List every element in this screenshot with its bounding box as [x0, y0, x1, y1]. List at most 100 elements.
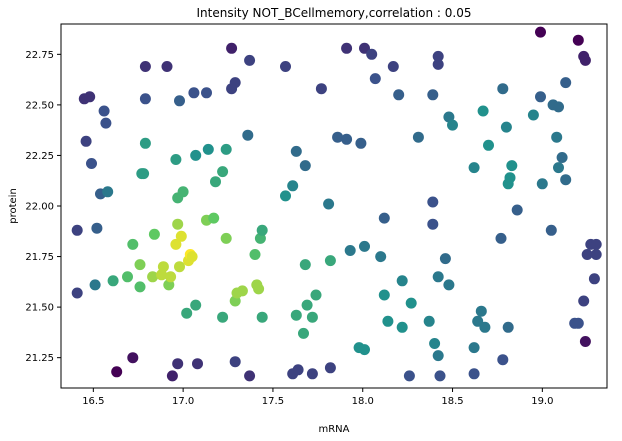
data-point [427, 89, 438, 100]
x-axis-label: mRNA [318, 424, 349, 435]
data-point [300, 160, 311, 171]
data-point [427, 197, 438, 208]
data-point [316, 83, 327, 94]
data-point [293, 364, 304, 375]
data-point [135, 281, 146, 292]
data-point [174, 261, 185, 272]
data-point [100, 118, 111, 129]
data-point [230, 356, 241, 367]
data-point [560, 174, 571, 185]
x-tick-label: 18.0 [352, 396, 374, 407]
data-point [429, 338, 440, 349]
data-point [307, 312, 318, 323]
x-tick-label: 17.5 [262, 396, 284, 407]
data-point [503, 322, 514, 333]
data-point [190, 300, 201, 311]
data-point [72, 225, 83, 236]
data-point [537, 178, 548, 189]
data-point [497, 354, 508, 365]
data-point [469, 368, 480, 379]
data-point [237, 285, 248, 296]
data-point [397, 275, 408, 286]
data-point [551, 132, 562, 143]
data-point [210, 176, 221, 187]
data-point [311, 290, 322, 301]
data-point [553, 101, 564, 112]
data-point [201, 87, 212, 98]
data-point [553, 162, 564, 173]
data-point [433, 271, 444, 282]
data-point [323, 199, 334, 210]
data-point [528, 110, 539, 121]
data-point [167, 370, 178, 381]
y-tick-label: 22.50 [25, 100, 54, 111]
data-point [108, 275, 119, 286]
data-point [190, 150, 201, 161]
data-point [393, 89, 404, 100]
data-point [170, 154, 181, 165]
data-point [478, 106, 489, 117]
data-point [307, 368, 318, 379]
data-point [483, 140, 494, 151]
data-point [203, 144, 214, 155]
data-point [221, 233, 232, 244]
plot-area [61, 24, 607, 388]
data-point [427, 219, 438, 230]
data-point [501, 122, 512, 133]
data-point [573, 35, 584, 46]
data-point [158, 261, 169, 272]
data-point [244, 55, 255, 66]
data-point [257, 225, 268, 236]
data-point [162, 61, 173, 72]
data-point [122, 271, 133, 282]
data-point [140, 93, 151, 104]
data-point [375, 251, 386, 262]
data-point [325, 255, 336, 266]
data-point [111, 366, 122, 377]
x-tick-label: 16.5 [82, 396, 104, 407]
data-point [573, 318, 584, 329]
data-point [406, 298, 417, 309]
data-point [291, 146, 302, 157]
data-point [226, 43, 237, 54]
data-point [496, 233, 507, 244]
data-point [102, 186, 113, 197]
data-point [397, 322, 408, 333]
y-tick-label: 21.75 [25, 252, 54, 263]
x-tick-label: 18.5 [441, 396, 463, 407]
data-point [242, 130, 253, 141]
data-point [149, 229, 160, 240]
data-point [181, 308, 192, 319]
data-point [176, 231, 187, 242]
data-point [591, 249, 602, 260]
data-point [379, 213, 390, 224]
data-point [589, 273, 600, 284]
data-point [578, 296, 589, 307]
data-point [127, 239, 138, 250]
data-point [280, 61, 291, 72]
data-point [388, 61, 399, 72]
data-point [291, 310, 302, 321]
data-point [140, 61, 151, 72]
data-point [99, 106, 110, 117]
data-point [580, 55, 591, 66]
data-point [379, 290, 390, 301]
data-point [535, 27, 546, 38]
data-point [172, 358, 183, 369]
data-point [127, 352, 138, 363]
data-point [302, 300, 313, 311]
data-point [140, 138, 151, 149]
data-point [469, 342, 480, 353]
data-point [580, 336, 591, 347]
data-point [359, 344, 370, 355]
x-tick-label: 19.0 [531, 396, 553, 407]
data-point [591, 239, 602, 250]
data-point [135, 259, 146, 270]
data-point [172, 219, 183, 230]
data-point [165, 271, 176, 282]
data-point [505, 172, 516, 183]
data-point [221, 144, 232, 155]
data-point [341, 134, 352, 145]
data-point [506, 160, 517, 171]
